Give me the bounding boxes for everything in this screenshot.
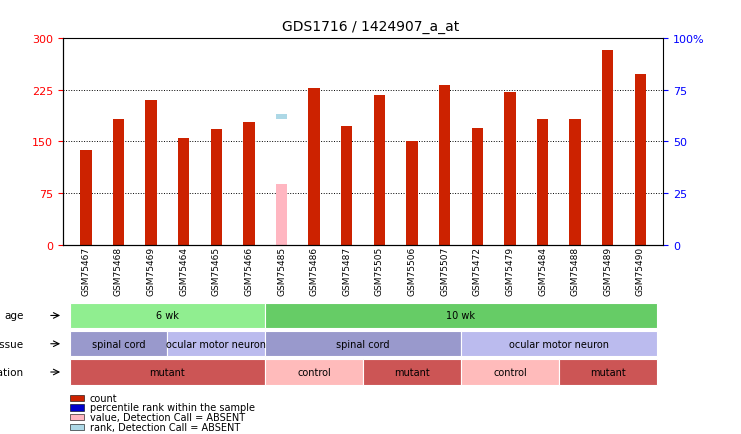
Bar — [80, 17, 92, 20]
Bar — [406, 142, 418, 245]
Text: count: count — [90, 393, 117, 403]
Bar — [265, 359, 363, 385]
Text: rank, Detection Call = ABSENT: rank, Detection Call = ABSENT — [90, 422, 240, 431]
Text: mutant: mutant — [150, 367, 185, 377]
Bar — [373, 95, 385, 245]
Bar — [341, 127, 353, 245]
Text: mutant: mutant — [590, 367, 625, 377]
Bar — [113, 119, 124, 245]
Bar — [471, 128, 483, 245]
Bar — [461, 359, 559, 385]
Bar — [243, 123, 255, 245]
Text: 6 wk: 6 wk — [156, 311, 179, 321]
Bar — [634, 75, 646, 245]
Bar — [178, 139, 190, 245]
Bar — [536, 119, 548, 245]
Bar — [265, 331, 461, 357]
Bar — [210, 130, 222, 245]
Bar — [276, 115, 288, 120]
Bar — [70, 359, 265, 385]
Text: value, Detection Call = ABSENT: value, Detection Call = ABSENT — [90, 412, 245, 422]
Bar — [70, 331, 167, 357]
Text: ocular motor neuron: ocular motor neuron — [166, 339, 266, 349]
Text: percentile rank within the sample: percentile rank within the sample — [90, 403, 255, 412]
Bar — [602, 51, 614, 245]
Bar — [439, 86, 451, 245]
Bar — [145, 101, 157, 245]
Text: control: control — [297, 367, 331, 377]
Text: control: control — [493, 367, 527, 377]
Text: age: age — [4, 311, 24, 321]
Text: spinal cord: spinal cord — [92, 339, 145, 349]
Text: spinal cord: spinal cord — [336, 339, 390, 349]
Text: mutant: mutant — [394, 367, 430, 377]
Bar — [363, 359, 461, 385]
Text: genotype/variation: genotype/variation — [0, 367, 24, 377]
Bar — [265, 303, 657, 329]
Text: 10 wk: 10 wk — [446, 311, 476, 321]
Bar — [559, 359, 657, 385]
Bar — [461, 331, 657, 357]
Bar — [70, 303, 265, 329]
Text: GDS1716 / 1424907_a_at: GDS1716 / 1424907_a_at — [282, 20, 459, 33]
Bar — [504, 92, 516, 245]
Text: ocular motor neuron: ocular motor neuron — [509, 339, 609, 349]
Bar — [80, 150, 92, 245]
Bar — [167, 331, 265, 357]
Text: tissue: tissue — [0, 339, 24, 349]
Bar — [308, 89, 320, 245]
Bar — [569, 119, 581, 245]
Bar — [276, 185, 288, 245]
